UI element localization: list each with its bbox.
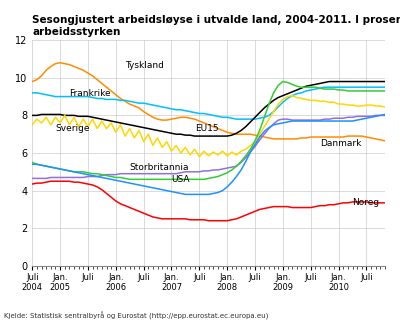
Text: Danmark: Danmark bbox=[320, 139, 361, 148]
Text: Storbritannia: Storbritannia bbox=[130, 163, 189, 172]
Text: Kjelde: Statistisk sentralbyrå og Eurostat (http://epp.eurostat.ec.europa.eu): Kjelde: Statistisk sentralbyrå og Eurost… bbox=[4, 312, 268, 320]
Text: Tyskland: Tyskland bbox=[125, 61, 164, 70]
Text: Noreg: Noreg bbox=[352, 198, 380, 207]
Text: USA: USA bbox=[172, 175, 190, 184]
Text: EU15: EU15 bbox=[195, 124, 218, 133]
Text: Sverige: Sverige bbox=[56, 124, 90, 133]
Text: Sesongjustert arbeidsløyse i utvalde land, 2004-2011. I prosent av
arbeidsstyrke: Sesongjustert arbeidsløyse i utvalde lan… bbox=[32, 15, 400, 36]
Text: Frankrike: Frankrike bbox=[69, 89, 111, 98]
